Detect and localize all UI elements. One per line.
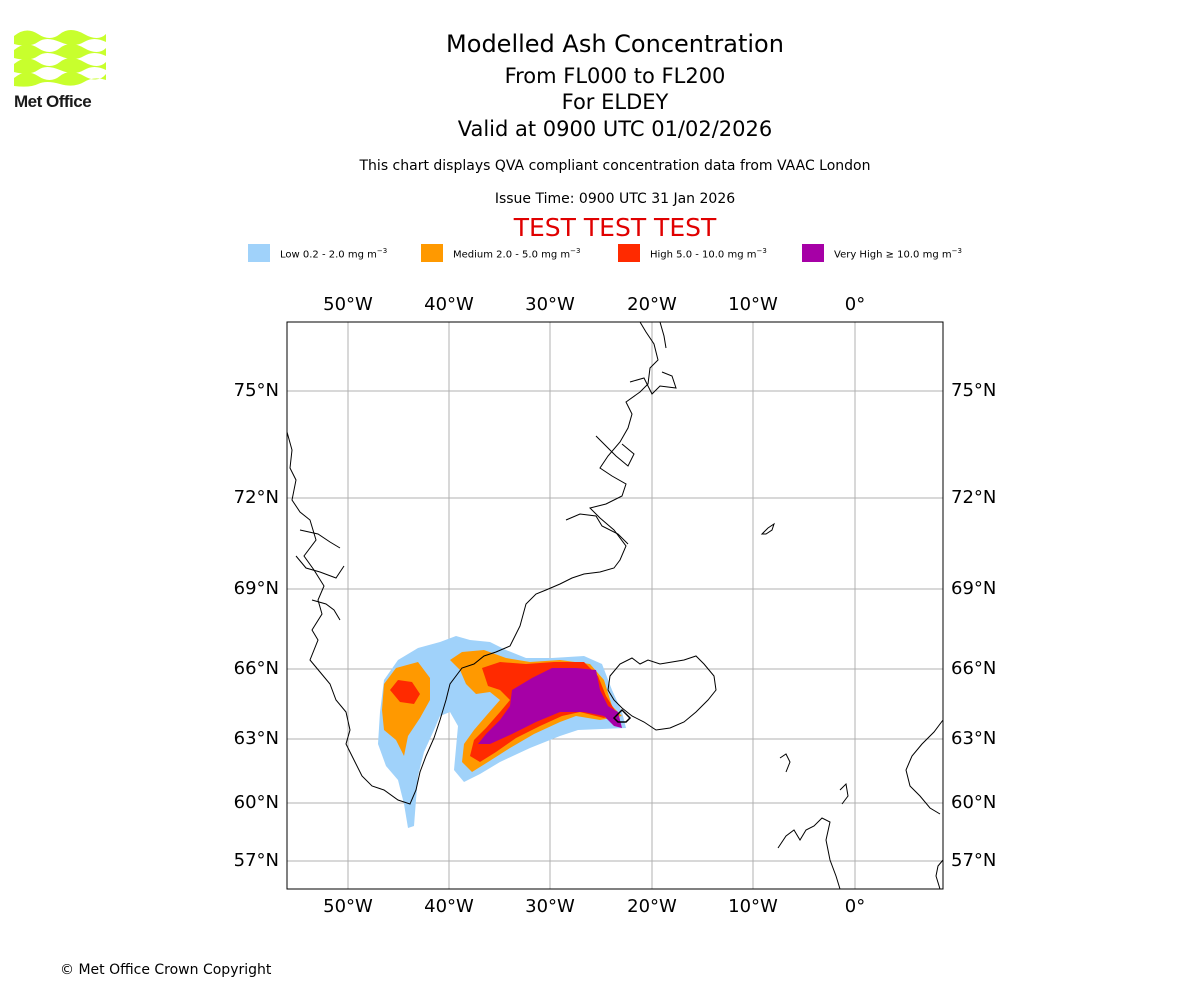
ash-very-high-region — [478, 668, 622, 744]
valid-time: Valid at 0900 UTC 01/02/2026 — [457, 117, 773, 141]
volcano-marker-icon — [612, 708, 632, 723]
chart-title: Modelled Ash Concentration — [446, 30, 784, 58]
test-banner: TEST TEST TEST — [513, 213, 717, 242]
copyright: © Met Office Crown Copyright — [60, 962, 272, 978]
lat-label: 75°N — [234, 380, 279, 401]
greenland-fjord-6 — [629, 371, 677, 395]
greenland-fjord-4 — [565, 513, 629, 545]
lat-labels-left: 75°N 72°N 69°N 66°N 63°N 60°N 57°N — [234, 380, 279, 871]
shetland — [839, 782, 849, 805]
issue-time: Issue Time: 0900 UTC 31 Jan 2026 — [494, 191, 736, 207]
legend-label-low: Low 0.2 - 2.0 mg m — [280, 249, 377, 261]
faroe-islands — [779, 753, 791, 773]
norway-coast — [905, 719, 944, 815]
subtitle: This chart displays QVA compliant concen… — [359, 158, 871, 174]
lon-label: 30°W — [525, 896, 575, 917]
lat-label: 60°N — [234, 792, 279, 813]
lat-label: 60°N — [951, 792, 996, 813]
lon-label: 10°W — [728, 896, 778, 917]
greenland-west-coast — [286, 321, 659, 805]
lat-label: 57°N — [951, 850, 996, 871]
lon-label: 30°W — [525, 294, 575, 315]
volcano-name: For ELDEY — [561, 90, 669, 114]
logo-text: Met Office — [14, 92, 92, 111]
lat-label: 75°N — [951, 380, 996, 401]
legend-label-medium: Medium 2.0 - 5.0 mg m — [453, 249, 571, 261]
legend-label-very-high: Very High ≥ 10.0 mg m — [834, 249, 952, 261]
lat-label: 72°N — [951, 487, 996, 508]
legend-swatch-medium — [421, 244, 443, 262]
jan-mayen — [760, 522, 775, 535]
legend-swatch-very-high — [802, 244, 824, 262]
iceland — [607, 655, 717, 731]
lon-labels-top: 50°W 40°W 30°W 20°W 10°W 0° — [323, 294, 865, 315]
lon-label: 40°W — [424, 896, 474, 917]
lat-label: 66°N — [951, 658, 996, 679]
greenland-fjord-3 — [311, 599, 341, 621]
greenland-fjord-1 — [299, 529, 341, 549]
lon-label: 10°W — [728, 294, 778, 315]
lat-label: 66°N — [234, 658, 279, 679]
lat-label: 63°N — [234, 728, 279, 749]
coastlines — [286, 321, 944, 890]
lon-label: 20°W — [627, 896, 677, 917]
legend-swatch-high — [618, 244, 640, 262]
scotland — [777, 817, 841, 890]
met-office-logo: Met Office — [14, 28, 110, 112]
lat-label: 63°N — [951, 728, 996, 749]
greenland-fjord-7 — [659, 321, 667, 349]
lon-label: 40°W — [424, 294, 474, 315]
lon-labels-bottom: 50°W 40°W 30°W 20°W 10°W 0° — [323, 896, 865, 917]
lat-label: 57°N — [234, 850, 279, 871]
lat-label: 69°N — [951, 578, 996, 599]
lat-labels-right: 75°N 72°N 69°N 66°N 63°N 60°N 57°N — [951, 380, 996, 871]
greenland-fjord-5 — [595, 435, 635, 467]
legend-swatch-low — [248, 244, 270, 262]
norway-coast-south — [935, 859, 944, 890]
met-office-waves-icon — [14, 30, 106, 87]
lat-label: 72°N — [234, 487, 279, 508]
greenland-fjord-2 — [295, 555, 345, 579]
lon-label: 20°W — [627, 294, 677, 315]
lon-label: 0° — [845, 896, 865, 917]
lat-label: 69°N — [234, 578, 279, 599]
map-frame — [286, 321, 944, 890]
lon-label: 50°W — [323, 294, 373, 315]
lon-label: 50°W — [323, 896, 373, 917]
legend-label-high: High 5.0 - 10.0 mg m — [650, 249, 757, 261]
flight-levels: From FL000 to FL200 — [504, 64, 726, 88]
graticule — [287, 322, 943, 889]
lon-label: 0° — [845, 294, 865, 315]
